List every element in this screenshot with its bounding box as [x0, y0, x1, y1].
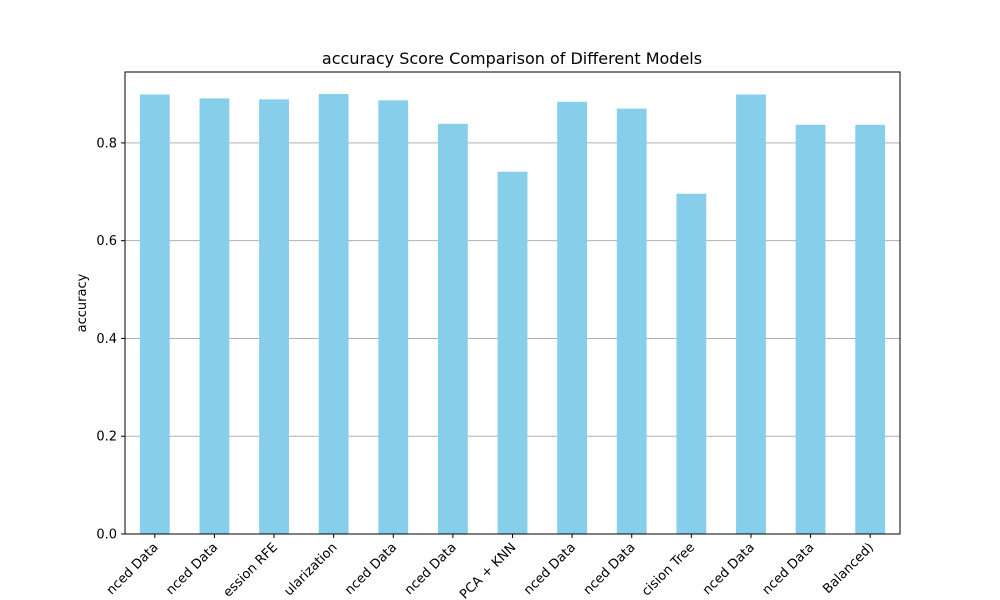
bar	[318, 94, 349, 534]
x-tick-label: nced Data	[700, 540, 758, 598]
bars	[139, 94, 886, 535]
x-tick-labels: nced Data nced Data ession RFE ularization n…	[104, 540, 877, 600]
x-tick-label: nced Data	[342, 540, 400, 598]
x-tick-label: PCA + KNN	[457, 540, 519, 600]
x-tick-label: ession RFE	[221, 540, 281, 600]
y-axis-label: accuracy	[75, 273, 90, 332]
y-tick-label: 0.6	[96, 234, 117, 249]
bar	[378, 100, 409, 534]
bar	[259, 99, 289, 534]
x-tick-label: nced Data	[163, 540, 221, 598]
x-tick-label: cision Tree	[639, 540, 698, 599]
bar	[139, 94, 170, 534]
axes	[121, 71, 901, 538]
y-tick-label: 0.4	[96, 332, 117, 347]
bar	[616, 108, 647, 535]
x-tick-label: nced Data	[104, 540, 162, 598]
bar	[199, 98, 230, 535]
bar	[795, 124, 826, 535]
bar	[557, 101, 588, 535]
x-tick-label: nced Data	[760, 540, 818, 598]
x-tick-label: Balanced)	[820, 540, 877, 597]
y-tick-label: 0.2	[96, 430, 117, 445]
x-tick-label: nced Data	[402, 540, 460, 598]
chart-title: accuracy Score Comparison of Different M…	[322, 49, 702, 68]
bar	[497, 171, 528, 534]
y-tick-labels: 0.0 0.2 0.4 0.6 0.8	[96, 136, 117, 542]
x-tick-label: nced Data	[581, 540, 639, 598]
bar	[736, 94, 766, 534]
bar	[676, 193, 707, 534]
y-tick-label: 0.0	[96, 528, 117, 543]
x-tick-label: nced Data	[521, 540, 579, 598]
bar	[855, 124, 886, 535]
bar	[437, 123, 468, 535]
y-tick-label: 0.8	[96, 136, 117, 151]
x-tick-label: ularization	[281, 540, 340, 599]
